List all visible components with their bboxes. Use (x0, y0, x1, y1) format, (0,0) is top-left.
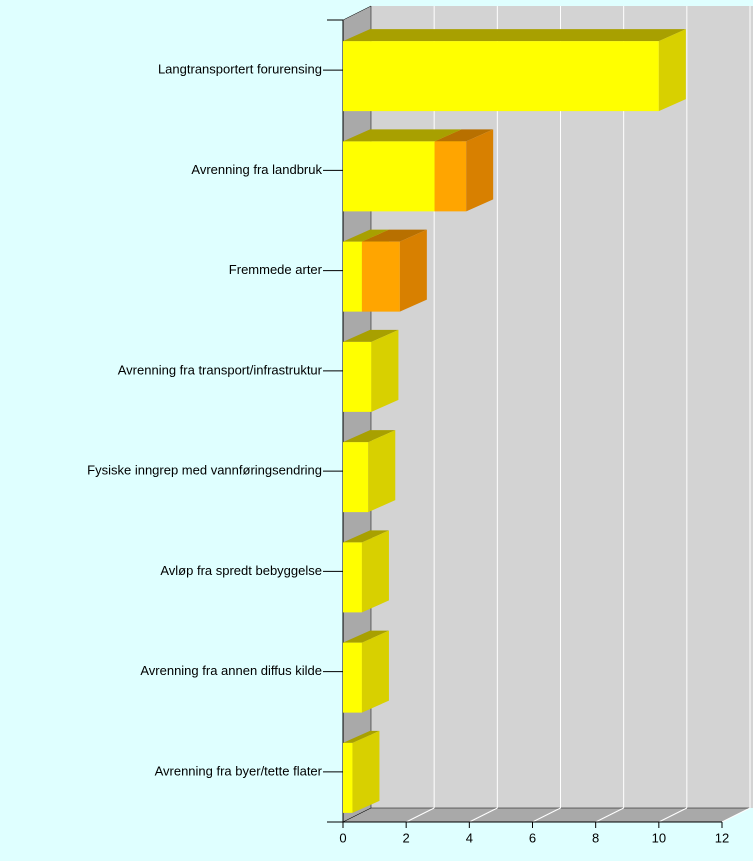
bar-front (361, 241, 400, 312)
y-tick-label: Fremmede arter (229, 262, 323, 277)
x-tick-label: 2 (403, 830, 410, 845)
bar-front (343, 341, 372, 412)
bar-top (343, 229, 389, 242)
bar-side (368, 430, 396, 513)
bar-side (658, 29, 686, 112)
bar-top (343, 129, 462, 142)
bar-front (343, 241, 362, 312)
bar-side (352, 730, 380, 813)
bar-top (343, 430, 396, 443)
x-tick-label: 8 (592, 830, 599, 845)
grid-line (469, 807, 498, 823)
grid-line (532, 807, 561, 823)
bar (361, 229, 427, 312)
bar-front (343, 442, 369, 513)
bar (343, 530, 389, 613)
bar (343, 29, 686, 112)
bar-top (343, 730, 380, 743)
y-tick-label: Fysiske inngrep med vannføringsendring (87, 463, 322, 478)
x-tick-label: 12 (715, 830, 729, 845)
grid-line (721, 807, 751, 823)
grid-line (405, 807, 435, 823)
bar-front (434, 141, 467, 212)
x-tick-label: 0 (339, 830, 346, 845)
y-tick-label: Avrenning fra byer/tette flater (155, 763, 323, 778)
bar-top (343, 530, 389, 543)
bar-front (343, 742, 353, 813)
bar-top (343, 29, 686, 42)
x-tick-label: 6 (529, 830, 536, 845)
x-tick-label: 10 (652, 830, 666, 845)
bar-side (466, 129, 494, 212)
bar-side (361, 530, 389, 613)
bar-front (343, 642, 362, 713)
bar (434, 129, 494, 212)
y-tick-label: Avrenning fra landbruk (191, 162, 322, 177)
y-tick-label: Langtransportert forurensing (158, 62, 322, 77)
bar-front (343, 41, 659, 112)
bar-top (343, 630, 389, 643)
bar-front (343, 141, 435, 212)
bar-top (343, 329, 399, 342)
grid-line (658, 807, 688, 823)
bar-top (361, 229, 427, 242)
bar-top (434, 129, 494, 142)
bar (343, 730, 380, 813)
bar-side (371, 329, 399, 412)
bar-side (399, 229, 427, 312)
y-tick-label: Avrenning fra transport/infrastruktur (118, 362, 323, 377)
bar (343, 630, 389, 713)
y-tick-label: Avrenning fra annen diffus kilde (140, 663, 322, 678)
bar (343, 430, 396, 513)
bar-front (343, 542, 362, 613)
y-tick-label: Avløp fra spredt bebyggelse (160, 563, 322, 578)
grid-line (595, 807, 624, 823)
back-wall (371, 6, 753, 808)
bar (343, 329, 399, 412)
bar-side (361, 630, 389, 713)
x-tick-label: 4 (466, 830, 473, 845)
